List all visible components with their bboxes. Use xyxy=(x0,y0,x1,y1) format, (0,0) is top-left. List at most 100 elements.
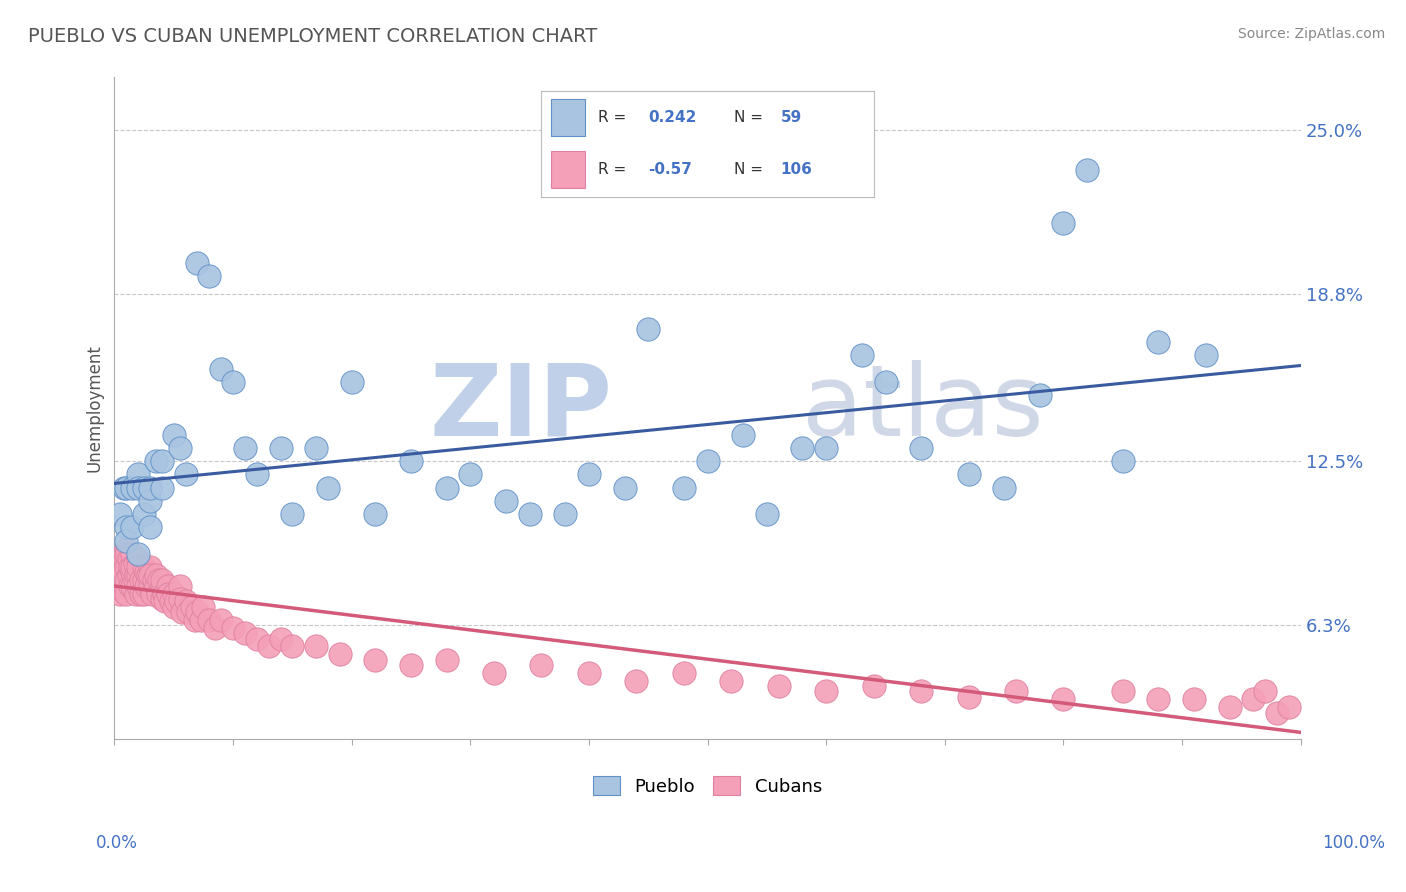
Point xyxy=(186,605,208,619)
Point xyxy=(257,640,280,654)
Point xyxy=(792,441,814,455)
Point xyxy=(399,454,422,468)
Point xyxy=(193,599,215,614)
Point xyxy=(142,574,165,588)
Point xyxy=(115,574,138,588)
Point xyxy=(139,494,162,508)
Point xyxy=(815,684,838,698)
Point xyxy=(957,467,980,482)
Point xyxy=(148,574,170,588)
Point xyxy=(125,586,148,600)
Point xyxy=(150,579,173,593)
Point xyxy=(170,605,193,619)
Point xyxy=(136,568,159,582)
Point xyxy=(114,552,136,566)
Point xyxy=(672,665,695,680)
Point xyxy=(1029,388,1052,402)
Point xyxy=(117,552,139,566)
Point xyxy=(163,427,186,442)
Text: PUEBLO VS CUBAN UNEMPLOYMENT CORRELATION CHART: PUEBLO VS CUBAN UNEMPLOYMENT CORRELATION… xyxy=(28,27,598,45)
Point xyxy=(169,591,191,606)
Point xyxy=(519,507,541,521)
Point xyxy=(129,574,152,588)
Point xyxy=(180,599,202,614)
Point xyxy=(148,586,170,600)
Point xyxy=(1147,335,1170,350)
Point xyxy=(127,560,149,574)
Point xyxy=(127,579,149,593)
Point xyxy=(117,568,139,582)
Point xyxy=(851,348,873,362)
Point xyxy=(132,560,155,574)
Point xyxy=(174,467,197,482)
Point xyxy=(127,547,149,561)
Point xyxy=(1195,348,1218,362)
Point xyxy=(460,467,482,482)
Point xyxy=(127,467,149,482)
Point xyxy=(150,591,173,606)
Point xyxy=(115,533,138,548)
Point xyxy=(110,579,132,593)
Text: ZIP: ZIP xyxy=(430,359,613,457)
Point xyxy=(118,560,141,574)
Point xyxy=(124,574,146,588)
Point xyxy=(340,375,363,389)
Point xyxy=(222,621,245,635)
Point xyxy=(993,481,1015,495)
Point xyxy=(875,375,897,389)
Point xyxy=(169,579,191,593)
Point xyxy=(114,579,136,593)
Point xyxy=(530,658,553,673)
Legend: Pueblo, Cubans: Pueblo, Cubans xyxy=(586,769,830,803)
Point xyxy=(672,481,695,495)
Point xyxy=(190,613,212,627)
Point xyxy=(145,454,167,468)
Point xyxy=(1147,692,1170,706)
Point xyxy=(127,552,149,566)
Point xyxy=(177,605,200,619)
Point xyxy=(141,586,163,600)
Point xyxy=(115,541,138,556)
Point xyxy=(957,690,980,704)
Text: 100.0%: 100.0% xyxy=(1322,834,1385,852)
Point xyxy=(305,640,328,654)
Point xyxy=(1076,163,1098,178)
Point xyxy=(222,375,245,389)
Y-axis label: Unemployment: Unemployment xyxy=(86,344,103,472)
Point xyxy=(115,547,138,561)
Point xyxy=(150,454,173,468)
Point xyxy=(204,621,226,635)
Point xyxy=(110,552,132,566)
Point xyxy=(108,574,131,588)
Point xyxy=(281,640,304,654)
Point xyxy=(316,481,339,495)
Text: 0.0%: 0.0% xyxy=(96,834,138,852)
Point xyxy=(755,507,778,521)
Point xyxy=(364,507,387,521)
Point xyxy=(184,613,207,627)
Point xyxy=(115,586,138,600)
Point xyxy=(139,579,162,593)
Point xyxy=(127,481,149,495)
Point xyxy=(156,586,179,600)
Point xyxy=(139,568,162,582)
Point xyxy=(132,574,155,588)
Point xyxy=(495,494,517,508)
Point xyxy=(115,481,138,495)
Point xyxy=(1278,700,1301,714)
Point xyxy=(436,653,458,667)
Point xyxy=(270,441,292,455)
Point xyxy=(132,507,155,521)
Point xyxy=(209,613,232,627)
Text: Source: ZipAtlas.com: Source: ZipAtlas.com xyxy=(1237,27,1385,41)
Point xyxy=(281,507,304,521)
Point xyxy=(160,594,183,608)
Point xyxy=(329,648,352,662)
Point xyxy=(135,566,157,580)
Point xyxy=(132,586,155,600)
Point xyxy=(169,441,191,455)
Point xyxy=(1254,684,1277,698)
Point xyxy=(163,586,186,600)
Point xyxy=(121,547,143,561)
Point xyxy=(1265,706,1288,720)
